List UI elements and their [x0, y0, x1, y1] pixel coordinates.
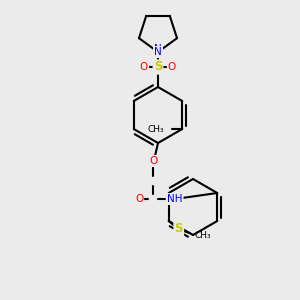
Text: O: O [135, 194, 143, 204]
Text: S: S [154, 61, 162, 74]
Text: NH: NH [167, 194, 182, 204]
Text: CH₃: CH₃ [195, 230, 212, 239]
Text: N: N [154, 47, 162, 57]
Text: O: O [168, 62, 176, 72]
Text: O: O [149, 156, 157, 166]
Text: S: S [175, 223, 183, 236]
Text: O: O [140, 62, 148, 72]
Text: CH₃: CH₃ [148, 124, 164, 134]
Text: N: N [154, 44, 162, 54]
